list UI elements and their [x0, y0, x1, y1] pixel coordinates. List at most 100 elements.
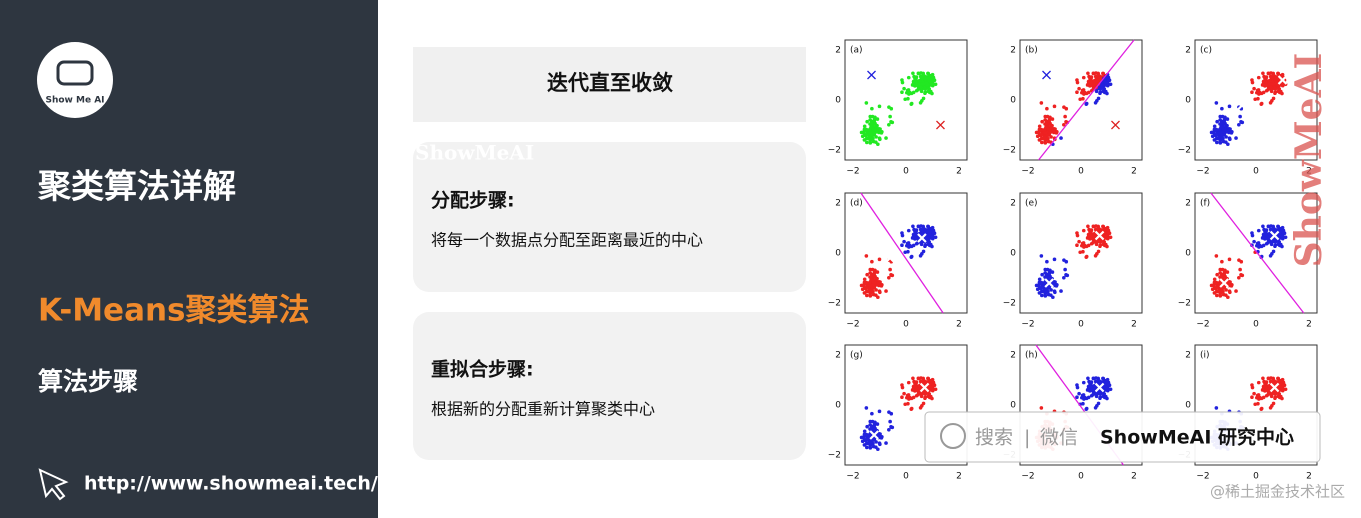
scatter-dot — [1047, 119, 1052, 123]
scatter-dot — [870, 133, 875, 138]
scatter-dot — [1274, 81, 1279, 85]
scatter-dot — [873, 268, 877, 273]
scatter-dot — [1051, 281, 1056, 285]
scatter-dot — [878, 137, 882, 142]
scatter-dot — [931, 75, 936, 80]
scatter-dot — [1092, 224, 1096, 229]
scatter-dot — [1062, 122, 1066, 127]
scatter-dot — [870, 438, 875, 443]
scatter-dot — [900, 395, 904, 399]
scatter-dot — [864, 101, 869, 105]
scatter-dot — [867, 127, 872, 132]
scatter-dot — [1046, 125, 1050, 130]
scatter-dot — [1081, 88, 1086, 92]
scatter-dot — [1101, 71, 1105, 76]
scatter-dot — [1086, 224, 1090, 229]
y-tick-label: −2 — [1003, 299, 1016, 309]
scatter-dot — [1039, 127, 1044, 132]
centroid — [1277, 75, 1288, 85]
scatter-dot — [872, 427, 876, 431]
centroid — [1044, 278, 1054, 288]
y-tick-label: 0 — [1185, 96, 1191, 106]
scatter-dot — [1106, 228, 1111, 233]
scatter-dot — [1276, 376, 1280, 381]
scatter-dot — [1279, 234, 1284, 238]
scatter-dot — [929, 386, 934, 390]
panel-label: (c) — [1200, 46, 1212, 56]
y-tick-label: 2 — [1185, 46, 1191, 56]
scatter-dot — [1222, 272, 1227, 276]
y-tick-label: −2 — [828, 451, 841, 461]
scatter-dot — [1222, 122, 1226, 126]
scatter-dot — [1037, 277, 1042, 282]
scatter-dot — [1043, 118, 1047, 122]
scatter-dot — [1098, 381, 1102, 386]
x-tick-label: 0 — [903, 320, 909, 330]
scatter-dot — [1039, 101, 1044, 105]
scatter-dot — [1054, 131, 1059, 135]
scatter-dot — [1277, 395, 1282, 400]
scatter-dot — [888, 267, 892, 272]
scatter-dot — [1098, 396, 1102, 401]
scatter-dot — [1046, 136, 1050, 141]
scatter-dot — [1102, 90, 1107, 95]
scatter-dot — [1250, 90, 1254, 94]
scatter-dot — [1269, 85, 1273, 90]
scatter-dot — [1091, 392, 1095, 397]
scatter-dot — [1212, 286, 1217, 290]
scatter-dot — [911, 376, 915, 381]
scatter-dot — [1106, 78, 1111, 82]
source: @稀土掘金技术社区 — [1210, 483, 1345, 501]
scatter-dot — [864, 280, 869, 285]
scatter-dot — [911, 235, 915, 240]
scatter-dot — [1081, 249, 1085, 254]
scatter-dot — [902, 86, 906, 91]
panel-label: (b) — [1025, 46, 1038, 56]
scatter-dot — [1218, 118, 1222, 122]
scatter-dot — [929, 81, 934, 85]
scatter-dot — [923, 229, 927, 234]
scatter-dot — [931, 380, 936, 385]
scatter-dot — [1267, 376, 1271, 381]
scatter-dot — [1229, 131, 1234, 135]
scatter-dot — [872, 119, 877, 123]
x-tick-label: −2 — [1021, 167, 1034, 177]
scatter-dot — [879, 436, 884, 440]
scatter-dot — [1271, 82, 1276, 86]
boundary-line — [1038, 39, 1135, 161]
scatter-dot — [927, 76, 931, 81]
scatter-dot — [1086, 243, 1091, 248]
scatter-dot — [911, 90, 916, 95]
scatter-dot — [1266, 87, 1270, 92]
scatter-dot — [1259, 101, 1264, 106]
logo-icon — [56, 60, 94, 86]
scatter-dot — [1266, 392, 1270, 397]
url[interactable]: http://www.showmeai.tech/ — [84, 473, 378, 495]
scatter-dot — [870, 259, 874, 264]
scatter-dot — [1220, 286, 1225, 291]
scatter-dot — [1255, 243, 1259, 248]
scatter-dot — [1040, 293, 1044, 298]
y-tick-label: −2 — [1178, 299, 1191, 309]
scatter-dot — [1224, 140, 1228, 144]
scatter-dot — [1273, 86, 1277, 91]
y-tick-label: −2 — [828, 299, 841, 309]
scatter-dot — [923, 86, 927, 91]
scatter-dot — [1075, 383, 1079, 387]
scatter-dot — [1062, 258, 1066, 262]
y-tick-label: −2 — [828, 146, 841, 156]
scatter-dot — [1102, 395, 1107, 400]
scatter-dot — [929, 234, 934, 238]
step-box — [413, 312, 806, 460]
scatter-dot — [862, 277, 867, 282]
scatter-dot — [1098, 91, 1102, 96]
scatter-dot — [1214, 406, 1219, 410]
scatter-dot — [867, 432, 872, 437]
scatter-dot — [900, 231, 904, 235]
logo — [37, 42, 113, 118]
y-tick-label: 2 — [1010, 46, 1016, 56]
scatter-dot — [1091, 240, 1095, 245]
scatter-dot — [931, 228, 936, 233]
y-tick-label: 0 — [1185, 401, 1191, 411]
